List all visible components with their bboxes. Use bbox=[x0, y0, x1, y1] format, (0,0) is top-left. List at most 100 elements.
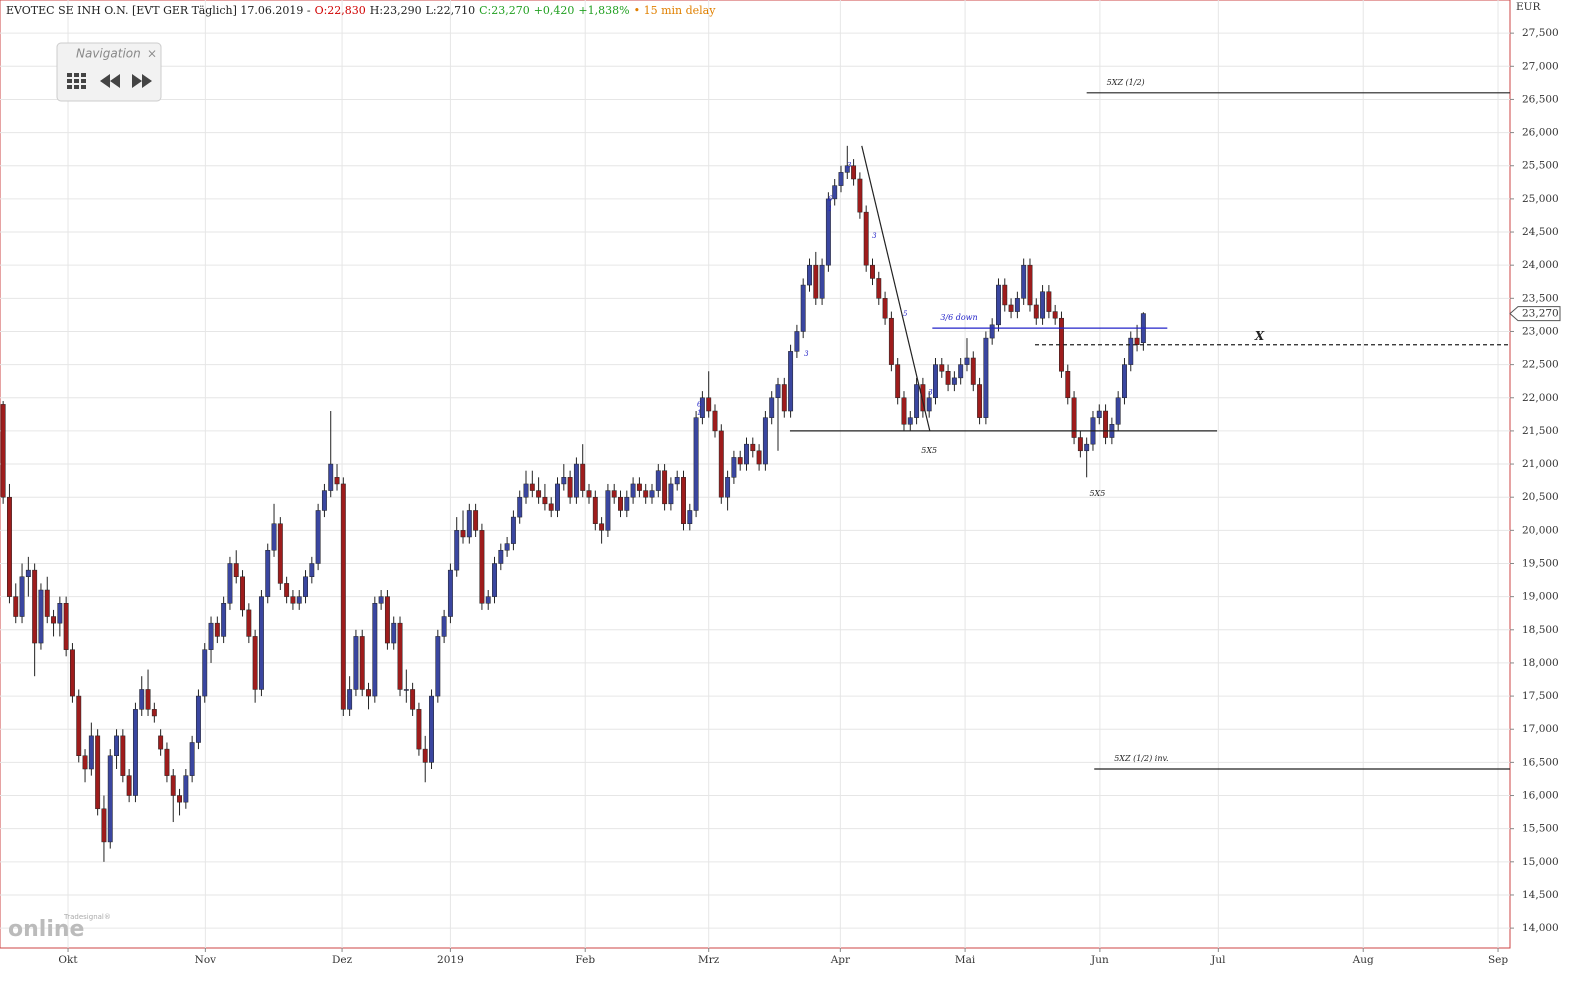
candle-body bbox=[227, 563, 233, 604]
y-tick-label: 16,500 bbox=[1522, 756, 1559, 768]
navigation-panel: Navigation × bbox=[56, 42, 162, 102]
y-tick-label: 15,000 bbox=[1522, 856, 1559, 868]
candle-body bbox=[1122, 364, 1127, 399]
nav-grid-button[interactable] bbox=[67, 73, 86, 89]
y-tick-label: 22,500 bbox=[1522, 359, 1559, 371]
nav-forward[interactable] bbox=[132, 74, 152, 88]
x-tick-label: 2019 bbox=[437, 954, 464, 966]
candle-body bbox=[447, 569, 453, 617]
y-tick-label: 18,000 bbox=[1522, 657, 1559, 669]
candle-body bbox=[907, 417, 913, 425]
y-tick-label: 18,500 bbox=[1522, 624, 1559, 636]
annotation-label: 5XZ (1/2) bbox=[1107, 78, 1145, 87]
last-price-label: 23,270 bbox=[1522, 308, 1559, 320]
count-marker: 3 bbox=[872, 232, 877, 240]
candle-body bbox=[397, 622, 403, 690]
candle-body bbox=[844, 165, 850, 173]
candle-body bbox=[38, 589, 44, 644]
candle-body bbox=[1052, 311, 1058, 319]
candle-body bbox=[662, 470, 668, 505]
candle-body bbox=[1096, 410, 1102, 418]
candle-body bbox=[309, 563, 315, 578]
candle-body bbox=[189, 742, 195, 776]
logo-brand: Tradesignal® bbox=[63, 913, 111, 921]
y-tick-label: 21,000 bbox=[1522, 458, 1559, 470]
x-tick-label: Sep bbox=[1488, 954, 1508, 966]
candle-body bbox=[945, 370, 951, 385]
candle-body bbox=[1134, 337, 1140, 345]
candle-body bbox=[429, 695, 434, 763]
candle-body bbox=[838, 172, 844, 186]
candle-body bbox=[1040, 291, 1046, 319]
y-tick-label: 17,000 bbox=[1522, 723, 1559, 735]
candle-body bbox=[813, 264, 819, 299]
candle-body bbox=[1065, 370, 1071, 399]
candle-body bbox=[57, 603, 63, 624]
candle-body bbox=[410, 689, 416, 710]
candle-body bbox=[82, 755, 88, 770]
candle-body bbox=[1021, 264, 1027, 299]
candle-body bbox=[687, 510, 693, 524]
candle-body bbox=[1077, 437, 1083, 452]
y-tick-label: 27,000 bbox=[1522, 60, 1559, 72]
candle-body bbox=[542, 496, 548, 505]
logo: Tradesignal® online bbox=[8, 913, 111, 942]
y-tick-label: 22,000 bbox=[1522, 392, 1559, 404]
candle-body bbox=[0, 404, 6, 498]
nav-close[interactable]: × bbox=[147, 47, 157, 61]
candle-body bbox=[624, 496, 630, 511]
candle-body bbox=[1128, 337, 1134, 365]
y-tick-label: 16,000 bbox=[1522, 790, 1559, 802]
candle-body bbox=[699, 397, 705, 418]
candle-body bbox=[479, 530, 485, 604]
nav-title: Navigation bbox=[76, 47, 141, 61]
count-marker: 3 bbox=[928, 388, 933, 396]
count-marker: 3 bbox=[847, 162, 852, 170]
candle-body bbox=[88, 735, 94, 770]
y-tick-label: 23,500 bbox=[1522, 292, 1559, 304]
candle-body bbox=[422, 748, 428, 763]
candle-body bbox=[693, 417, 699, 511]
candle-body bbox=[882, 298, 888, 319]
candle-body bbox=[920, 384, 926, 412]
candle-body bbox=[630, 483, 636, 498]
x-tick-label: Aug bbox=[1352, 954, 1374, 966]
nav-back[interactable] bbox=[100, 74, 120, 88]
candle-body bbox=[328, 463, 334, 491]
y-tick-label: 19,000 bbox=[1522, 591, 1559, 603]
y-tick-label: 24,500 bbox=[1522, 226, 1559, 238]
candle-body bbox=[13, 596, 19, 617]
y-tick-label: 19,500 bbox=[1522, 557, 1559, 569]
candle-body bbox=[731, 457, 737, 478]
grid bbox=[0, 0, 1510, 948]
candle-body bbox=[6, 496, 12, 597]
header-part: • 15 min delay bbox=[634, 4, 717, 17]
candle-body bbox=[321, 490, 327, 511]
candle-body bbox=[353, 636, 359, 690]
candle-body bbox=[233, 563, 239, 578]
candle-body bbox=[586, 490, 592, 498]
candle-body bbox=[983, 337, 989, 418]
candle-body bbox=[529, 483, 535, 491]
y-tick-label: 24,000 bbox=[1522, 259, 1559, 271]
candle-body bbox=[164, 748, 170, 776]
candle-body bbox=[668, 483, 674, 505]
candle-body bbox=[643, 490, 649, 498]
candle-body bbox=[788, 351, 794, 412]
candle-body bbox=[334, 477, 340, 485]
candle-body bbox=[221, 603, 227, 637]
count-marker: 5 bbox=[903, 310, 908, 318]
y-tick-label: 25,000 bbox=[1522, 193, 1559, 205]
annotation-label: 3/6 down bbox=[940, 313, 977, 322]
header-part: EVOTEC SE INH O.N. [EVT GER Täglich] 17.… bbox=[6, 4, 311, 17]
y-tick-label: 20,500 bbox=[1522, 491, 1559, 503]
candle-body bbox=[951, 377, 957, 385]
candle-body bbox=[76, 695, 82, 756]
candle-body bbox=[1014, 298, 1020, 312]
x-tick-label: Mrz bbox=[698, 954, 720, 966]
candle-body bbox=[158, 735, 164, 750]
count-marker: 1 bbox=[828, 205, 832, 213]
y-tick-label: 14,000 bbox=[1522, 922, 1559, 934]
note-label: 5X5 bbox=[1089, 489, 1105, 498]
